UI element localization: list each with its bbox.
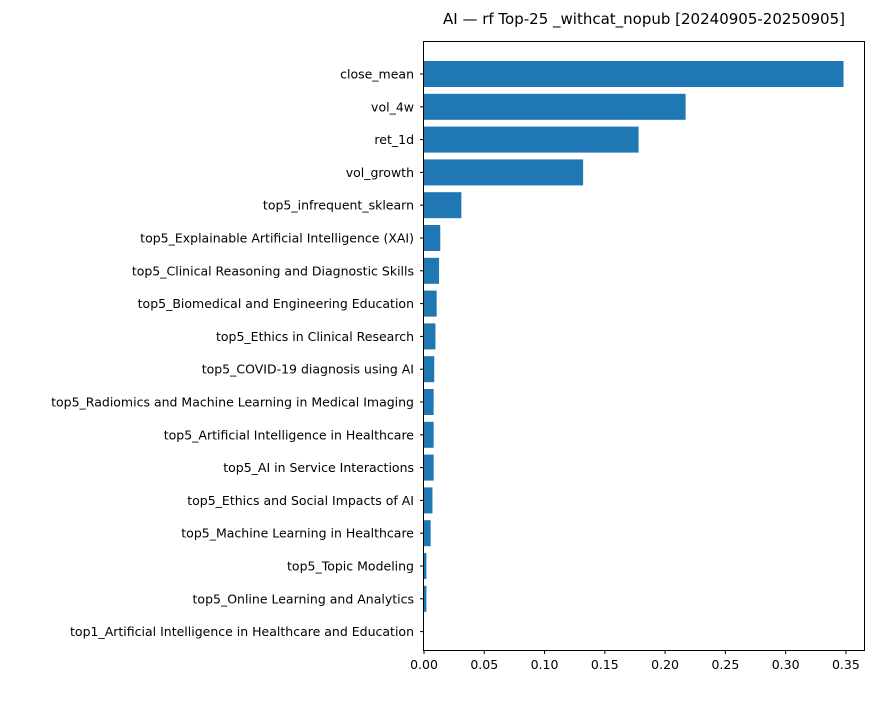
x-tick-label: 0.25 — [711, 657, 739, 672]
y-tick-label: top5_Biomedical and Engineering Educatio… — [138, 296, 414, 311]
y-tick-label: top5_Online Learning and Analytics — [193, 591, 414, 606]
bar — [424, 356, 435, 383]
y-tick-label: top5_Artificial Intelligence in Healthca… — [164, 427, 415, 442]
y-tick-labels: close_mean vol_4w ret_1d vol_growth top5_inf… — [51, 67, 424, 639]
bar — [424, 389, 434, 415]
bar — [424, 257, 440, 284]
y-tick-label: top5_Ethics and Social Impacts of AI — [187, 493, 414, 508]
bar — [424, 585, 427, 612]
bar — [424, 159, 584, 186]
y-tick-label: top5_Radiomics and Machine Learning in M… — [51, 395, 414, 410]
bar — [424, 553, 427, 579]
x-tick-label: 0.35 — [832, 657, 860, 672]
y-tick-label: close_mean — [340, 67, 414, 82]
bars-group — [424, 61, 844, 612]
x-axis: 0.00 0.05 0.10 0.15 0.20 0.25 0.30 0.35 — [410, 650, 860, 672]
x-tick-label: 0.05 — [470, 657, 498, 672]
y-tick-label: top5_COVID-19 diagnosis using AI — [202, 362, 414, 377]
bar — [424, 290, 437, 317]
x-tick-label: 0.10 — [531, 657, 559, 672]
bar — [424, 126, 639, 153]
y-tick-label: top5_AI in Service Interactions — [223, 460, 414, 475]
x-tick-label: 0.20 — [651, 657, 679, 672]
y-tick-label: top5_Explainable Artificial Intelligence… — [140, 231, 414, 246]
bar — [424, 225, 441, 251]
x-tick-label: 0.30 — [772, 657, 800, 672]
y-tick-label: top5_Topic Modeling — [287, 559, 414, 574]
y-tick-label: top5_Clinical Reasoning and Diagnostic S… — [132, 263, 414, 278]
y-tick-label: top5_Ethics in Clinical Research — [216, 329, 414, 344]
bar — [424, 421, 434, 448]
y-tick-label: ret_1d — [374, 132, 414, 147]
y-tick-label: top1_Artificial Intelligence in Healthca… — [70, 624, 414, 639]
y-tick-label: top5_infrequent_sklearn — [263, 198, 414, 213]
bar — [424, 520, 431, 547]
x-tick-label: 0.15 — [591, 657, 619, 672]
plot-frame — [423, 41, 865, 651]
bar — [424, 93, 686, 120]
chart-title: AI — rf Top-25 _withcat_nopub [20240905-… — [443, 10, 845, 29]
bar — [424, 323, 436, 350]
bar — [424, 487, 433, 514]
y-tick-label: vol_growth — [346, 165, 414, 180]
y-tick-label: vol_4w — [371, 99, 414, 114]
bar — [424, 192, 462, 219]
bar — [424, 61, 844, 87]
x-tick-label: 0.00 — [410, 657, 438, 672]
bar — [424, 454, 434, 481]
y-tick-label: top5_Machine Learning in Healthcare — [181, 526, 414, 541]
